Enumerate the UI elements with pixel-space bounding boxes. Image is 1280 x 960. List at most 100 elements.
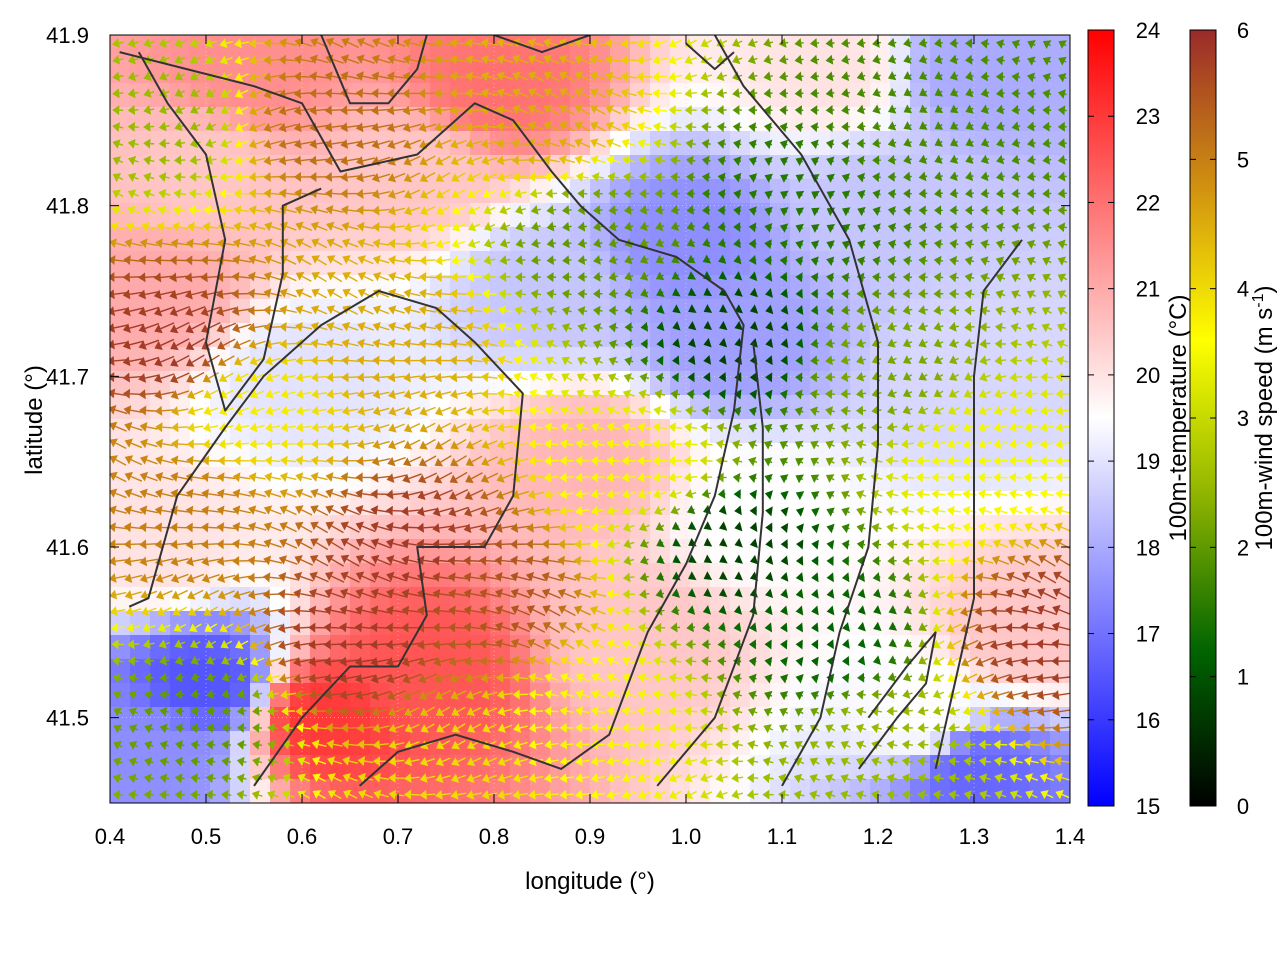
heatmap-cell xyxy=(850,395,871,420)
wind-arrow-head xyxy=(248,55,257,66)
wind-arrow-head xyxy=(110,488,118,498)
wind-arrow-head xyxy=(122,306,131,317)
wind-arrow-shaft xyxy=(193,226,204,229)
wind-arrow-head xyxy=(154,488,163,499)
wind-arrow-head xyxy=(112,156,122,166)
wind-arrow-head xyxy=(155,238,163,249)
heatmap-cell xyxy=(610,347,631,372)
wind-arrow-shaft xyxy=(116,226,126,231)
wind-arrow-head xyxy=(173,623,183,633)
wind-arrow-shaft xyxy=(239,575,252,579)
wind-arrow-shaft xyxy=(130,526,143,530)
wind-arrow-shaft xyxy=(691,91,697,95)
wind-arrow-head xyxy=(138,323,147,334)
heatmap-cell xyxy=(150,659,171,684)
wind-arrow-shaft xyxy=(599,327,603,330)
heatmap-cell xyxy=(830,563,851,588)
heatmap-cell xyxy=(170,443,191,468)
wind-arrow-shaft xyxy=(119,777,123,780)
heatmap-cell xyxy=(570,83,591,108)
heatmap-cell xyxy=(890,515,911,540)
heatmap-cell xyxy=(350,227,371,252)
heatmap-cell xyxy=(670,251,691,276)
heatmap-cell xyxy=(270,35,291,60)
wind-arrow-shaft xyxy=(660,643,666,646)
wind-arrow-head xyxy=(190,88,199,98)
wind-arrow-shaft xyxy=(317,375,328,379)
wind-arrow-shaft xyxy=(254,292,267,296)
wind-arrow-head xyxy=(143,88,152,98)
heatmap-cell xyxy=(370,731,391,756)
heatmap-cell xyxy=(670,299,691,324)
heatmap-cell xyxy=(210,83,231,108)
heatmap-cell xyxy=(730,275,751,300)
heatmap-cell xyxy=(150,635,171,660)
heatmap-cell xyxy=(930,731,951,756)
wind-arrow-shaft xyxy=(240,226,251,230)
wind-arrow-shaft xyxy=(243,692,247,695)
wind-arrow-head xyxy=(127,656,136,667)
heatmap-cell xyxy=(550,635,571,660)
heatmap-cell xyxy=(770,515,791,540)
heatmap-cell xyxy=(310,443,331,468)
wind-arrow-shaft xyxy=(255,89,266,95)
heatmap-cell xyxy=(490,35,511,60)
heatmap-cell xyxy=(290,611,311,636)
heatmap-cell xyxy=(770,299,791,324)
wind-arrow-head xyxy=(155,438,164,449)
wind-arrow-shaft xyxy=(566,743,574,746)
wind-arrow-head xyxy=(157,623,167,633)
heatmap-cell xyxy=(750,683,771,708)
wind-arrow-shaft xyxy=(211,89,216,94)
wind-arrow-shaft xyxy=(211,640,217,645)
wind-arrow-head xyxy=(202,590,211,600)
heatmap-cell xyxy=(1050,659,1070,684)
wind-arrow-shaft xyxy=(240,123,249,128)
wind-arrow-head xyxy=(112,789,121,800)
heatmap-cell xyxy=(570,179,591,204)
wind-arrow-shaft xyxy=(226,175,233,178)
heatmap-cell xyxy=(930,755,951,780)
wind-arrow-head xyxy=(127,189,137,199)
heatmap-cell xyxy=(350,35,371,60)
wind-arrow-shaft xyxy=(134,176,139,180)
wind-arrow-shaft xyxy=(165,57,170,61)
heatmap-cell xyxy=(930,371,951,396)
wind-arrow-shaft xyxy=(191,306,206,313)
wind-arrow-shaft xyxy=(363,359,375,362)
wind-arrow-shaft xyxy=(226,89,232,94)
wind-arrow-head xyxy=(143,789,152,800)
wind-arrow-head xyxy=(248,221,257,232)
wind-arrow-head xyxy=(236,773,245,784)
wind-arrow-shaft xyxy=(243,760,247,763)
wind-arrow-shaft xyxy=(222,322,237,330)
wind-arrow-head xyxy=(159,723,168,734)
wind-arrow-shaft xyxy=(550,793,559,796)
wind-arrow-shaft xyxy=(255,57,266,61)
wind-arrow-head xyxy=(110,323,116,333)
wind-arrow-shaft xyxy=(211,658,216,661)
heatmap-cell xyxy=(790,35,811,60)
heatmap-cell xyxy=(690,467,711,492)
wind-arrow-head xyxy=(205,121,215,131)
wind-arrow-shaft xyxy=(597,542,606,545)
heatmap-cell xyxy=(110,779,131,803)
wind-arrow-shaft xyxy=(644,742,652,746)
wind-arrow-shaft xyxy=(210,40,217,44)
wind-arrow-shaft xyxy=(181,658,185,662)
heatmap-cell xyxy=(730,35,751,60)
heatmap-cell xyxy=(230,707,251,732)
wind-arrow-head xyxy=(217,455,225,466)
wind-arrow-head xyxy=(185,307,194,317)
wind-arrow-head xyxy=(159,740,168,750)
heatmap-cell xyxy=(1030,83,1051,108)
wind-arrow-head xyxy=(190,723,198,734)
heatmap-cell xyxy=(730,779,751,803)
heatmap-cell xyxy=(930,587,951,612)
heatmap-cell xyxy=(190,419,211,444)
wind-arrow-shaft xyxy=(456,375,468,379)
wind-arrow-shaft xyxy=(255,140,266,145)
heatmap-cell xyxy=(650,635,671,660)
heatmap-cell xyxy=(910,203,931,228)
heatmap-cell xyxy=(410,779,431,803)
